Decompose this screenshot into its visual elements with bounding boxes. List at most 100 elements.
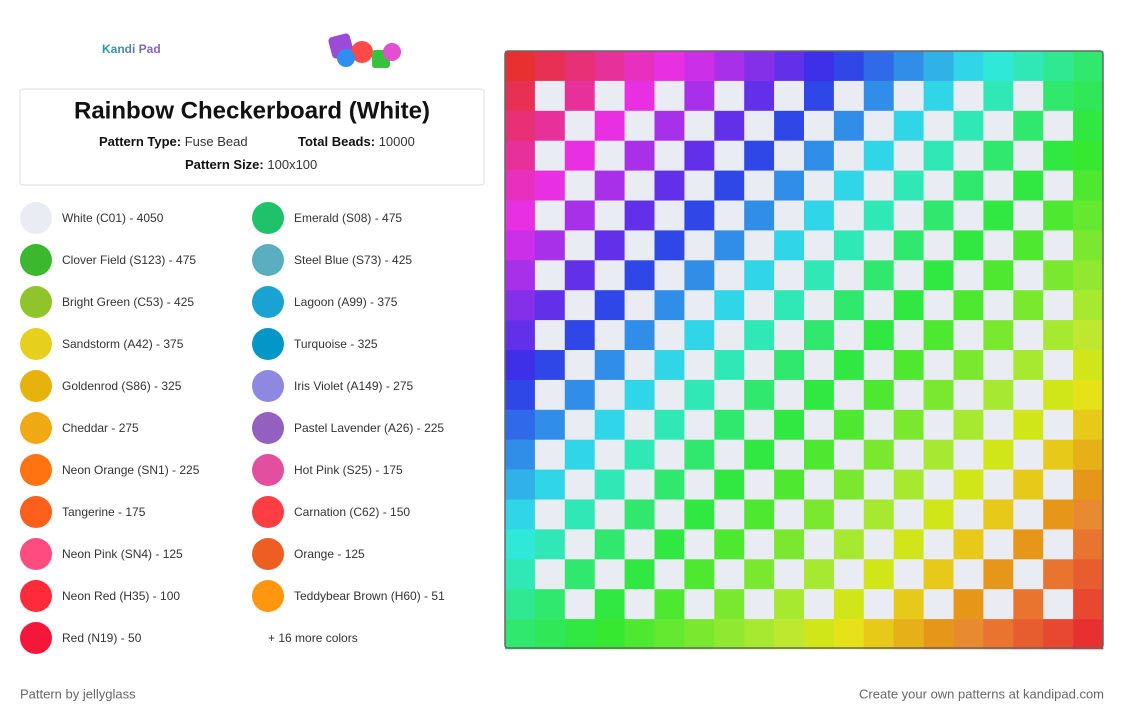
bead-cell (893, 559, 924, 590)
bead-cell (594, 529, 625, 560)
color-label: Teddybear Brown (H60) - 51 (294, 589, 445, 603)
bead-cell (953, 230, 984, 261)
bead-cell (534, 200, 566, 231)
color-swatch (252, 496, 284, 528)
bead-cell (505, 350, 536, 381)
bead-cell (534, 320, 566, 351)
bead-cell (505, 379, 536, 411)
bead-cell (594, 320, 625, 351)
bead-cell (624, 260, 655, 291)
color-swatch (252, 412, 284, 444)
bead-cell (564, 230, 595, 261)
bead-cell (833, 51, 865, 82)
color-label: White (C01) - 4050 (62, 211, 164, 225)
bead-cell (923, 140, 954, 171)
bead-cell (714, 51, 745, 82)
bead-cell (774, 320, 805, 351)
bead-cell (1013, 110, 1044, 141)
bead-cell (893, 409, 924, 440)
bead-cell (804, 140, 835, 171)
bead-cell (1043, 170, 1074, 201)
bead-cell (744, 619, 775, 650)
bead-cell (714, 320, 745, 351)
bead-cell (684, 80, 715, 112)
bead-cell (774, 200, 805, 231)
bead-cell (923, 350, 954, 381)
color-label: Carnation (C62) - 150 (294, 505, 410, 519)
bead-cell (684, 619, 715, 650)
bead-cell (863, 260, 894, 291)
bead-cell (863, 200, 894, 231)
bead-cell (1013, 51, 1044, 82)
bead-cell (534, 170, 566, 201)
color-label: Iris Violet (A149) - 275 (294, 379, 413, 393)
bead-cell (684, 469, 715, 500)
bead-cell (564, 170, 595, 201)
color-label: Neon Pink (SN4) - 125 (62, 547, 183, 561)
bead-cell (1073, 260, 1104, 291)
bead-cell (923, 51, 954, 82)
color-label: Goldenrod (S86) - 325 (62, 379, 182, 393)
bead-cell (833, 140, 865, 171)
bead-cell (804, 379, 835, 411)
bead-cell (983, 170, 1014, 201)
bead-cell (893, 619, 924, 650)
bead-cell (624, 350, 655, 381)
more-colors[interactable]: + 16 more colors (268, 631, 358, 645)
bead-cell (983, 529, 1014, 560)
bead-cell (774, 170, 805, 201)
bead-cell (863, 170, 894, 201)
bead-cell (594, 619, 625, 650)
bead-cell (774, 439, 805, 470)
color-swatch (252, 244, 284, 276)
bead-cell (564, 260, 595, 291)
bead-cell (804, 409, 835, 440)
bead-cell (804, 230, 835, 261)
bead-cell (1043, 559, 1074, 590)
bead-cell (804, 290, 835, 321)
logo-icon (328, 33, 401, 68)
bead-cell (1043, 469, 1074, 500)
bead-cell (833, 409, 865, 440)
bead-cell (1043, 619, 1074, 650)
bead-cell (534, 409, 566, 440)
bead-cell (744, 170, 775, 201)
bead-cell (833, 559, 865, 590)
bead-cell (983, 80, 1014, 112)
bead-cell (833, 589, 865, 620)
bead-cell (1043, 80, 1074, 112)
bead-cell (983, 200, 1014, 231)
bead-cell (1013, 409, 1044, 440)
author[interactable]: Pattern by jellyglass (20, 686, 136, 701)
bead-cell (714, 350, 745, 381)
bead-cell (684, 559, 715, 590)
bead-cell (983, 379, 1014, 411)
bead-cell (1013, 379, 1044, 411)
bead-cell (564, 409, 595, 440)
pattern-size: Pattern Size: 100x100 (185, 157, 317, 172)
cta[interactable]: Create your own patterns at kandipad.com (859, 686, 1104, 701)
bead-cell (1073, 469, 1104, 500)
bead-cell (893, 350, 924, 381)
color-label: Red (N19) - 50 (62, 631, 142, 645)
bead-cell (684, 529, 715, 560)
bead-cell (893, 140, 924, 171)
bead-cell (833, 619, 865, 650)
bead-cell (1043, 529, 1074, 560)
color-label: Steel Blue (S73) - 425 (294, 253, 412, 267)
bead-cell (564, 559, 595, 590)
bead-cell (863, 80, 894, 112)
bead-cell (774, 51, 805, 82)
label: Total Beads: (298, 134, 375, 149)
bead-cell (953, 260, 984, 291)
bead-cell (1043, 409, 1074, 440)
bead-cell (774, 350, 805, 381)
bead-cell (624, 409, 655, 440)
color-legend: White (C01) - 4050 Clover Field (S123) - … (20, 202, 445, 654)
logo[interactable]: Kandi Pad (102, 42, 161, 56)
bead-cell (624, 439, 655, 470)
bead-cell (923, 499, 954, 530)
bead-cell (684, 290, 715, 321)
bead-cell (714, 290, 745, 321)
bead-cell (714, 110, 745, 141)
